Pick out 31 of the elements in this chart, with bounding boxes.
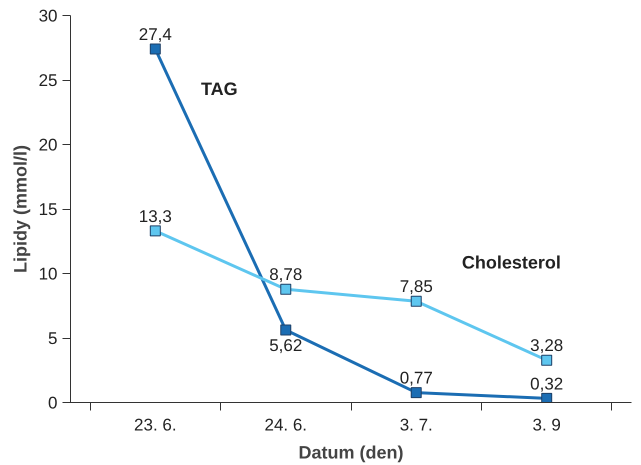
text: Cholesterol: [462, 252, 561, 273]
data-label: 27,4: [138, 25, 172, 44]
y-tick-label: 25: [38, 71, 58, 90]
point: [150, 44, 161, 55]
y-tick-label: 10: [38, 264, 58, 284]
point: [410, 387, 422, 398]
point: [150, 225, 161, 236]
series-label: TAG: [200, 79, 238, 100]
y-tick-label: 5: [48, 329, 58, 348]
y-tick-label: 0: [48, 394, 58, 412]
point: [410, 296, 422, 307]
x-axis-title: Datum (den): [298, 442, 404, 462]
x-tick-label: 23. 6.: [134, 416, 177, 434]
data-label: 7,85: [400, 277, 433, 296]
y-tick-label: 30: [38, 6, 58, 26]
point: [280, 284, 292, 295]
point: [541, 354, 552, 366]
data-label: 0,32: [530, 374, 564, 394]
point: [541, 392, 552, 402]
data-label: 13,3: [138, 206, 172, 226]
y-axis-title: Lipidy (mmol/l): [10, 144, 31, 273]
x-tick-label: 3. 9: [532, 416, 561, 434]
x-tick-label: 3. 7.: [400, 416, 433, 434]
data-label: 8,78: [269, 265, 302, 284]
data-label: 5,62: [269, 336, 302, 355]
y-tick-label: 15: [38, 200, 58, 219]
data-label: 0,77: [400, 368, 433, 388]
x-tick-label: 24. 6.: [264, 416, 308, 434]
y-tick-label: 20: [38, 136, 58, 154]
point: [280, 324, 292, 336]
data-label: 3,28: [530, 336, 564, 356]
